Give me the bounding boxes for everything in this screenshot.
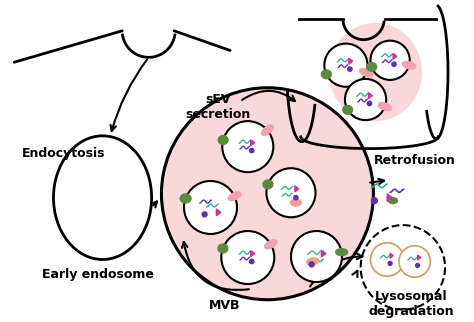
Ellipse shape [263,180,273,189]
Ellipse shape [218,136,228,145]
Text: Endocytosis: Endocytosis [22,147,106,160]
Ellipse shape [402,62,416,69]
Circle shape [399,246,430,277]
Polygon shape [390,253,393,258]
Polygon shape [217,209,221,216]
Ellipse shape [343,105,353,114]
Ellipse shape [264,240,277,249]
Circle shape [345,79,386,120]
Text: Retrofusion: Retrofusion [374,154,456,167]
Circle shape [309,262,314,267]
Ellipse shape [336,249,347,256]
Text: Early endosome: Early endosome [42,268,154,281]
Circle shape [250,259,254,264]
Circle shape [388,261,392,265]
Polygon shape [418,255,421,260]
Circle shape [221,231,274,284]
Ellipse shape [307,258,319,265]
Circle shape [291,231,342,282]
Circle shape [184,181,237,234]
Circle shape [266,168,316,217]
Ellipse shape [367,62,376,71]
Polygon shape [251,251,255,257]
Ellipse shape [291,199,301,206]
Circle shape [250,148,254,153]
Polygon shape [349,58,353,64]
Polygon shape [387,194,392,202]
Polygon shape [295,186,299,192]
Circle shape [372,198,377,204]
Ellipse shape [54,136,152,260]
Circle shape [202,212,207,217]
Polygon shape [368,93,373,99]
Ellipse shape [218,244,228,253]
Circle shape [371,41,410,80]
Ellipse shape [180,194,191,203]
Circle shape [162,88,374,300]
Circle shape [222,121,273,172]
Ellipse shape [329,23,422,121]
Circle shape [294,195,298,200]
Ellipse shape [378,103,392,110]
Circle shape [324,43,367,87]
Ellipse shape [321,70,331,79]
Text: MVB: MVB [209,299,240,312]
Circle shape [348,67,352,71]
Ellipse shape [262,125,273,135]
Text: Lysosomal
degradation: Lysosomal degradation [369,290,455,317]
Circle shape [371,243,404,276]
Circle shape [416,263,419,267]
Polygon shape [393,53,397,59]
Polygon shape [251,140,255,146]
Text: sEV
secretion: sEV secretion [186,93,251,121]
Ellipse shape [389,198,398,204]
Ellipse shape [360,69,373,77]
Circle shape [367,101,372,106]
Polygon shape [321,250,326,257]
Circle shape [392,62,396,66]
Ellipse shape [228,192,241,201]
Circle shape [361,225,445,309]
